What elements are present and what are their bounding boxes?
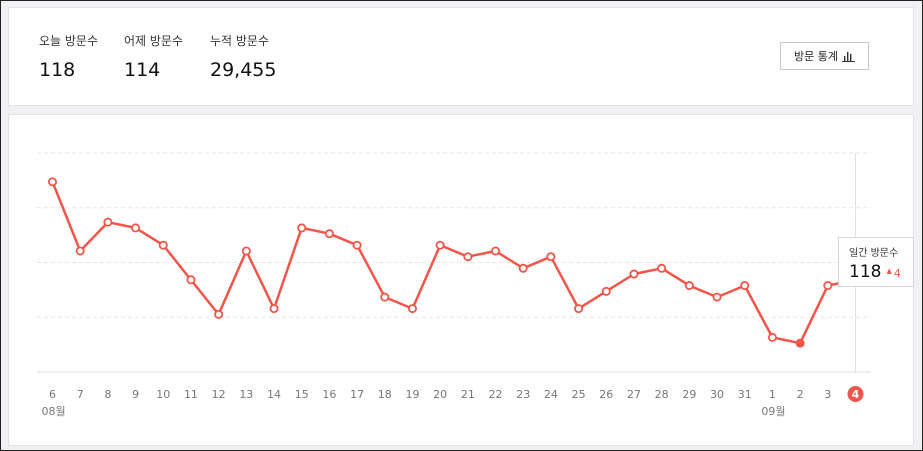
data-point xyxy=(435,240,445,250)
x-tick-label: 3 xyxy=(824,388,831,401)
x-tick-label: 13 xyxy=(239,388,253,401)
total-visits: 누적 방문수 29,455 xyxy=(210,32,276,81)
data-point xyxy=(103,217,113,227)
up-arrow-icon: ▲ xyxy=(886,267,892,275)
data-point xyxy=(214,309,224,319)
data-point xyxy=(380,292,390,302)
data-point xyxy=(269,304,279,314)
x-tick-label: 6 xyxy=(49,388,56,401)
x-tick-label: 30 xyxy=(710,388,724,401)
today-visits: 오늘 방문수 118 xyxy=(39,32,98,81)
x-tick-label: 28 xyxy=(655,388,669,401)
today-visits-label: 오늘 방문수 xyxy=(39,34,99,48)
total-visits-label: 누적 방문수 xyxy=(210,34,270,48)
x-tick-label: 10 xyxy=(156,388,170,401)
data-point xyxy=(241,246,251,256)
x-tick-label: 15 xyxy=(295,388,309,401)
x-tick-label: 12 xyxy=(212,388,226,401)
data-point xyxy=(657,263,667,273)
data-point xyxy=(518,263,528,273)
data-point xyxy=(740,281,750,291)
x-tick-label: 22 xyxy=(489,388,503,401)
data-point xyxy=(491,246,501,256)
x-tick-label: 21 xyxy=(461,388,475,401)
visits-line xyxy=(51,180,857,345)
visit-stats-button[interactable]: 방문 통계 xyxy=(780,42,869,70)
x-tick-label: 31 xyxy=(738,388,752,401)
data-point xyxy=(407,304,417,314)
active-day-marker xyxy=(847,386,864,402)
data-point xyxy=(297,223,307,233)
x-tick-label: 14 xyxy=(267,388,281,401)
visit-stats-button-label: 방문 통계 xyxy=(794,50,838,63)
x-tick-label: 17 xyxy=(350,388,364,401)
data-point xyxy=(574,304,584,314)
x-tick-label: 27 xyxy=(627,388,641,401)
x-tick-label: 24 xyxy=(544,388,558,401)
data-point xyxy=(158,240,168,250)
x-tick-label: 9 xyxy=(132,388,139,401)
data-point xyxy=(795,338,805,348)
visitor-summary-panel: 오늘 방문수 118 어제 방문수 114 누적 방문수 29,455 방문 통… xyxy=(8,7,914,106)
data-point xyxy=(75,246,85,256)
x-tick-label: 16 xyxy=(322,388,336,401)
x-tick-label: 11 xyxy=(184,388,198,401)
chart-tooltip: 일간 방문수 118 ▲ 4 xyxy=(838,237,914,287)
x-tick-label: 20 xyxy=(433,388,447,401)
x-tick-label: 2 xyxy=(797,388,804,401)
x-tick-label: 8 xyxy=(104,388,111,401)
data-point xyxy=(324,229,334,239)
today-visits-value: 118 xyxy=(39,59,76,81)
x-tick-label: 4 xyxy=(852,388,860,401)
x-tick-label: 29 xyxy=(682,388,696,401)
data-point xyxy=(546,252,556,262)
data-point xyxy=(767,332,777,342)
tooltip-value: 118 xyxy=(849,262,882,282)
total-visits-value: 29,455 xyxy=(210,59,277,81)
month-label: 08월 xyxy=(42,405,66,418)
data-point xyxy=(48,177,58,187)
data-point xyxy=(629,269,639,279)
data-point xyxy=(684,281,694,291)
yesterday-visits-label: 어제 방문수 xyxy=(124,34,184,48)
daily-visits-chart-panel: 6 7 8 9 10 11 12 13 14 15 16 17 18 19 20 21 22 23 24 25 26 27… xyxy=(8,114,914,446)
data-point xyxy=(131,223,141,233)
x-tick-label: 18 xyxy=(378,388,392,401)
tooltip-delta: 4 xyxy=(893,267,901,280)
x-tick-label: 19 xyxy=(405,388,419,401)
yesterday-visits-value: 114 xyxy=(124,59,161,81)
x-tick-label: 1 xyxy=(769,388,776,401)
yesterday-visits: 어제 방문수 114 xyxy=(124,32,183,81)
x-tick-label: 25 xyxy=(572,388,586,401)
x-tick-label: 26 xyxy=(599,388,613,401)
x-tick-label: 23 xyxy=(516,388,530,401)
tooltip-label: 일간 방문수 xyxy=(849,248,899,259)
x-tick-label: 7 xyxy=(77,388,84,401)
bar-chart-icon xyxy=(841,51,855,62)
daily-visits-chart: 6 7 8 9 10 11 12 13 14 15 16 17 18 19 20 21 22 23 24 25 26 27… xyxy=(37,152,871,418)
data-point xyxy=(463,252,473,262)
data-point xyxy=(352,240,362,250)
data-point xyxy=(823,281,833,291)
month-label: 09월 xyxy=(761,405,785,418)
data-point xyxy=(712,292,722,302)
data-point xyxy=(601,286,611,296)
data-point xyxy=(186,275,196,285)
